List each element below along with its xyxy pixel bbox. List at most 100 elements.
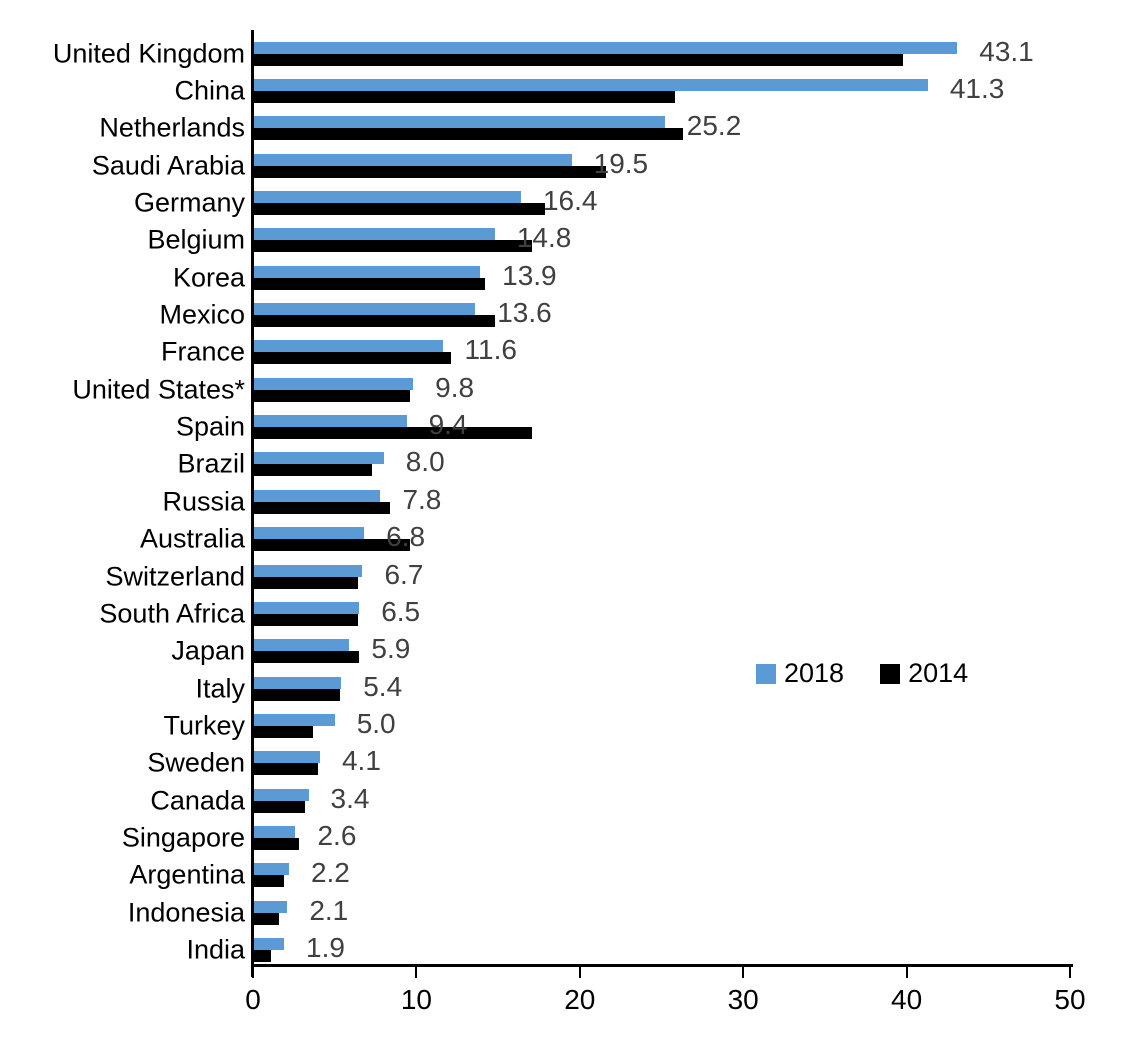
x-tick [578, 967, 581, 978]
x-tick-label: 30 [727, 984, 759, 1015]
y-axis-line [251, 30, 254, 977]
value-label: 6.5 [381, 595, 421, 627]
category-label: Brazil [177, 448, 245, 479]
value-label: 5.0 [356, 707, 396, 739]
category-label: Russia [162, 486, 245, 517]
bar-2018 [253, 153, 572, 166]
bar-2018 [253, 116, 665, 129]
x-tick-label: 0 [245, 984, 261, 1015]
value-label: 9.8 [435, 371, 475, 403]
bar-2018 [253, 751, 320, 764]
category-label: Korea [172, 262, 245, 293]
bar-2018 [253, 452, 384, 465]
category-label: Turkey [163, 710, 245, 741]
bar-2014 [253, 389, 410, 402]
bar-2018 [253, 938, 285, 951]
category-label: Sweden [147, 747, 245, 778]
value-label: 1.9 [306, 932, 345, 964]
value-label: 3.4 [330, 782, 370, 814]
x-tick-label: 40 [891, 984, 923, 1015]
x-tick [1069, 967, 1071, 978]
bar-2018 [253, 863, 289, 876]
value-label: 13.6 [497, 297, 552, 329]
category-label: Belgium [147, 224, 245, 255]
value-label: 25.2 [686, 110, 742, 142]
x-tick-label: 10 [400, 984, 432, 1015]
value-label: 41.3 [949, 72, 1005, 104]
bar-2018 [253, 564, 363, 577]
legend-swatch-2018 [756, 663, 776, 684]
category-label: Italy [195, 673, 245, 704]
bar-2018 [253, 900, 288, 913]
category-label: Australia [139, 523, 245, 554]
bar-2014 [253, 53, 904, 66]
value-label: 13.9 [502, 259, 557, 291]
bar-2014 [253, 613, 358, 626]
bar-2018 [253, 527, 365, 540]
bar-2014 [253, 763, 319, 776]
value-label: 43.1 [979, 35, 1034, 67]
x-axis-line [251, 964, 1073, 967]
category-label: Germany [133, 187, 245, 218]
category-label: Spain [175, 411, 245, 442]
value-label: 2.2 [310, 857, 350, 889]
bar-2014 [253, 128, 683, 141]
legend-label-2014: 2014 [908, 658, 969, 688]
bar-2018 [253, 228, 495, 241]
bar-2014 [253, 315, 495, 328]
bar-2014 [253, 427, 533, 440]
bar-2014 [253, 838, 299, 851]
x-tick [742, 967, 745, 978]
x-tick [415, 967, 418, 978]
bar-2018 [253, 713, 335, 726]
bar-2014 [253, 277, 486, 290]
bar-2018 [253, 340, 443, 353]
category-label: China [174, 75, 245, 106]
bar-2014 [253, 90, 675, 103]
value-label: 6.8 [386, 521, 426, 553]
value-label: 2.1 [309, 894, 349, 926]
legend-entry-2018: 2018 [756, 658, 844, 689]
bar-2018 [253, 41, 958, 54]
legend-swatch-2014 [880, 663, 901, 684]
bar-2018 [253, 639, 350, 652]
category-label: Singapore [121, 822, 245, 853]
category-label: Switzerland [105, 561, 245, 592]
bar-2018 [253, 489, 381, 502]
bar-2018 [253, 303, 476, 316]
bar-2014 [253, 202, 546, 215]
bar-2014 [253, 464, 373, 477]
bar-2014 [253, 950, 271, 963]
value-label: 6.7 [384, 558, 424, 590]
x-tick [905, 967, 908, 978]
bar-2014 [253, 576, 358, 589]
x-tick [252, 967, 254, 978]
bar-2018 [253, 676, 342, 689]
x-tick-label: 20 [564, 984, 596, 1015]
category-label: Netherlands [99, 112, 245, 143]
bar-2014 [253, 800, 306, 813]
value-label: 5.9 [371, 633, 411, 665]
bar-2014 [253, 725, 314, 738]
legend-label-2018: 2018 [784, 658, 845, 688]
value-label: 2.6 [317, 820, 357, 852]
bar-2014 [253, 875, 285, 888]
bar-2018 [253, 78, 928, 91]
value-label: 4.1 [341, 745, 381, 777]
category-label: Argentina [129, 859, 245, 890]
bar-2018 [253, 377, 414, 390]
bar-2018 [253, 826, 296, 839]
bar-2014 [253, 501, 391, 514]
value-label: 7.8 [402, 483, 442, 515]
bar-2014 [253, 165, 606, 178]
bar-2014 [253, 688, 340, 701]
category-label: Mexico [159, 299, 245, 330]
category-label: Saudi Arabia [91, 150, 245, 181]
value-label: 5.4 [363, 670, 403, 702]
value-label: 11.6 [464, 334, 517, 366]
category-label: France [160, 336, 245, 367]
category-label: Canada [150, 785, 245, 816]
value-label: 16.4 [542, 184, 598, 216]
category-label: India [186, 934, 245, 965]
bar-2018 [253, 601, 360, 614]
